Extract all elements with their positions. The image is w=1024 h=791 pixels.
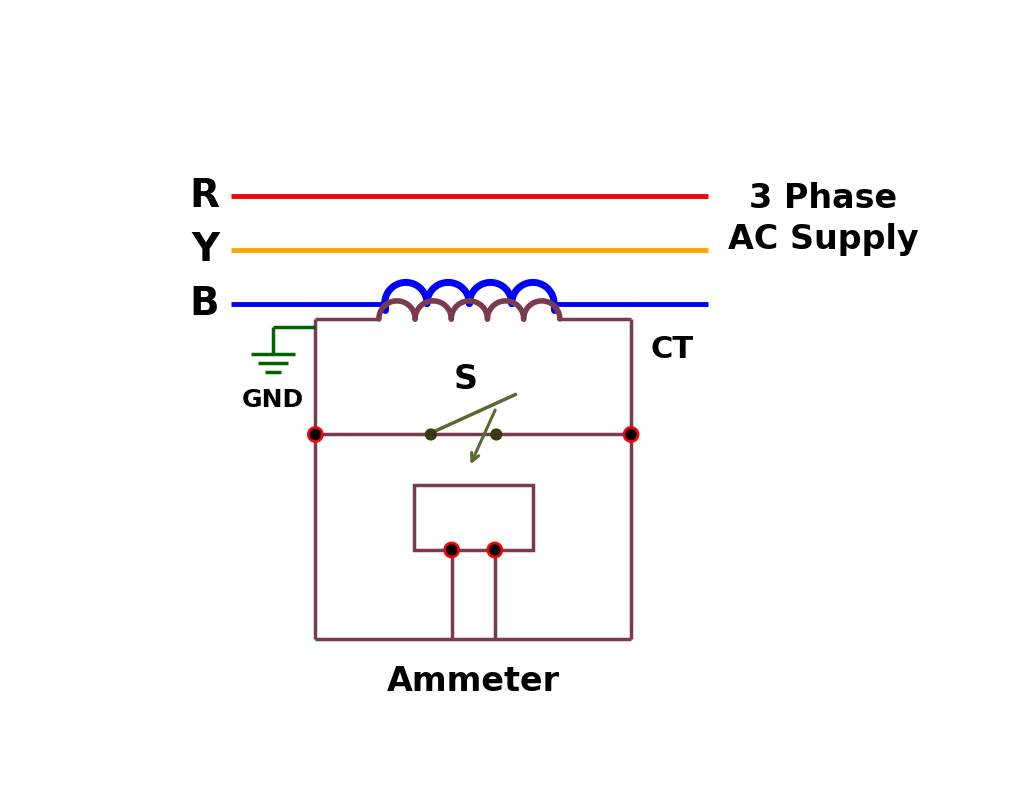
Circle shape: [307, 427, 323, 442]
Text: S: S: [454, 362, 477, 396]
Circle shape: [487, 543, 503, 558]
Text: B: B: [189, 285, 219, 323]
Text: CT: CT: [650, 335, 693, 365]
Circle shape: [489, 545, 500, 555]
Text: R: R: [189, 177, 219, 215]
Circle shape: [624, 427, 639, 442]
Circle shape: [490, 429, 502, 440]
Text: Y: Y: [191, 231, 219, 269]
Circle shape: [425, 429, 436, 440]
Bar: [414, 485, 532, 550]
Circle shape: [626, 430, 636, 440]
Text: 3 Phase
AC Supply: 3 Phase AC Supply: [728, 182, 919, 255]
Circle shape: [446, 545, 457, 555]
Text: Ammeter: Ammeter: [387, 665, 560, 698]
Text: GND: GND: [242, 388, 304, 412]
Circle shape: [444, 543, 460, 558]
Circle shape: [310, 430, 321, 440]
